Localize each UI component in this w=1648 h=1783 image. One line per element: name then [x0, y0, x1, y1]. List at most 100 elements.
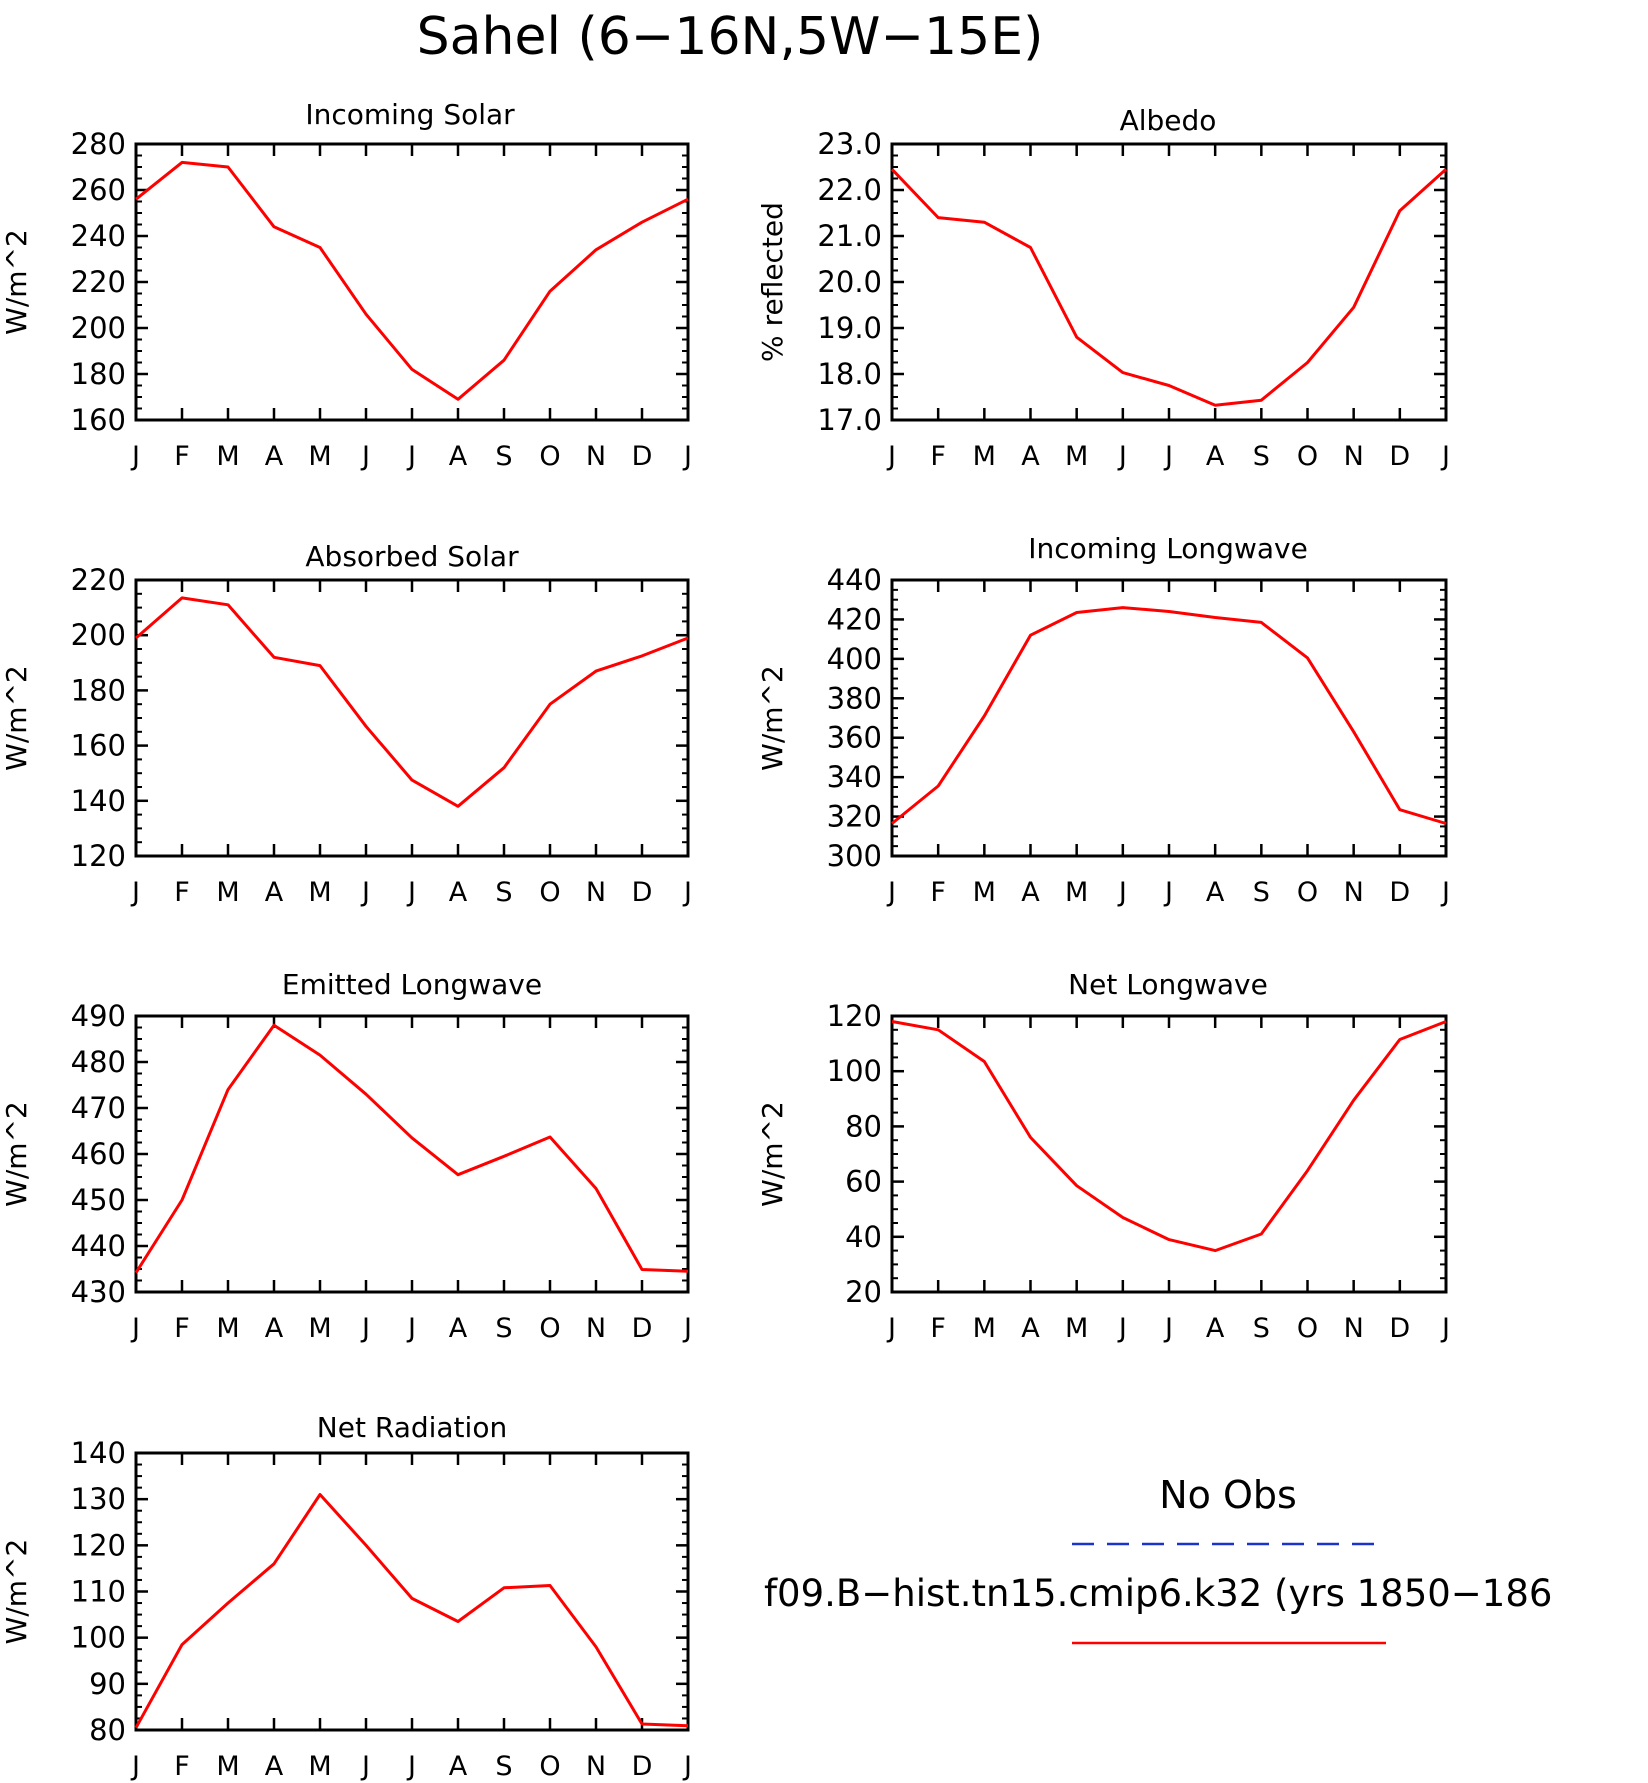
x-tick-label: F: [174, 1751, 190, 1782]
y-tick-label: 470: [71, 1091, 126, 1125]
x-tick-label: N: [586, 1751, 606, 1782]
y-tick-label: 450: [71, 1183, 126, 1217]
x-tick-label: M: [308, 1313, 331, 1344]
plot-frame: [134, 142, 690, 422]
y-axis-label: W/m^2: [0, 1539, 33, 1645]
series-line: [134, 1023, 689, 1274]
x-tick-label: J: [682, 441, 692, 472]
x-tick-label: M: [1065, 1313, 1088, 1344]
x-tick-label: J: [130, 441, 140, 472]
x-tick-label: M: [973, 877, 996, 908]
x-tick-label: A: [1021, 441, 1040, 472]
chart-title: Absorbed Solar: [305, 540, 519, 573]
x-tick-label: O: [1297, 877, 1318, 908]
y-tick-label: 480: [71, 1045, 126, 1079]
x-tick-label: J: [1117, 877, 1127, 908]
plot-frame: [134, 578, 690, 858]
y-tick-label: 100: [827, 1054, 882, 1088]
y-axis-label: W/m^2: [0, 1101, 33, 1207]
y-tick-label: 140: [71, 1436, 126, 1470]
y-tick-label: 360: [827, 721, 882, 755]
y-tick-label: 320: [827, 800, 882, 834]
x-tick-label: N: [586, 441, 606, 472]
x-tick-label: O: [539, 1751, 560, 1782]
x-tick-label: J: [360, 1751, 370, 1782]
x-tick-label: J: [886, 877, 896, 908]
y-tick-label: 20: [845, 1275, 882, 1309]
y-tick-label: 340: [827, 760, 882, 794]
x-tick-label: J: [360, 877, 370, 908]
x-tick-label: J: [130, 877, 140, 908]
y-tick-label: 200: [71, 618, 126, 652]
y-axis-label: W/m^2: [756, 1101, 789, 1207]
y-tick-label: 300: [827, 839, 882, 873]
x-tick-label: A: [449, 877, 468, 908]
x-tick-label: M: [216, 441, 239, 472]
x-tick-label: F: [930, 877, 946, 908]
x-tick-label: D: [632, 441, 653, 472]
x-tick-label: O: [539, 441, 560, 472]
x-tick-label: J: [1117, 441, 1127, 472]
y-tick-label: 90: [89, 1667, 126, 1701]
x-tick-label: O: [539, 1313, 560, 1344]
x-tick-label: J: [682, 877, 692, 908]
plot-frame: [890, 578, 1448, 858]
y-tick-label: 110: [71, 1575, 126, 1609]
x-tick-label: J: [406, 1751, 416, 1782]
chart-title: Net Longwave: [1068, 968, 1268, 1001]
x-tick-label: F: [930, 1313, 946, 1344]
x-tick-label: A: [265, 1751, 284, 1782]
y-tick-label: 19.0: [817, 311, 882, 345]
x-tick-label: S: [495, 877, 512, 908]
y-tick-label: 180: [71, 357, 126, 391]
x-tick-label: J: [130, 1751, 140, 1782]
y-axis-label: W/m^2: [756, 665, 789, 771]
legend-model-label: f09.B−hist.tn15.cmip6.k32 (yrs 1850−186: [764, 1572, 1552, 1615]
series-line: [890, 168, 1448, 407]
x-tick-label: A: [1206, 877, 1225, 908]
y-tick-label: 430: [71, 1275, 126, 1309]
x-tick-label: J: [886, 1313, 896, 1344]
plot-frame: [134, 1451, 690, 1732]
y-tick-label: 160: [71, 403, 126, 437]
y-tick-label: 200: [71, 311, 126, 345]
series-line: [134, 1493, 689, 1729]
x-tick-label: S: [1253, 1313, 1270, 1344]
x-tick-label: F: [930, 441, 946, 472]
x-tick-label: A: [449, 1313, 468, 1344]
y-tick-label: 100: [71, 1621, 126, 1655]
x-tick-label: S: [495, 441, 512, 472]
x-tick-label: J: [1440, 441, 1450, 472]
x-tick-label: M: [308, 1751, 331, 1782]
x-tick-label: N: [1344, 441, 1364, 472]
x-tick-label: A: [1206, 441, 1225, 472]
x-tick-label: F: [174, 877, 190, 908]
y-tick-label: 60: [845, 1165, 882, 1199]
y-tick-label: 21.0: [817, 219, 882, 253]
x-tick-label: A: [449, 441, 468, 472]
plot-frame: [890, 1014, 1448, 1294]
x-tick-label: M: [1065, 877, 1088, 908]
x-tick-label: J: [406, 1313, 416, 1344]
x-tick-label: A: [1206, 1313, 1225, 1344]
chart-title: Incoming Longwave: [1028, 532, 1308, 565]
y-tick-label: 260: [71, 173, 126, 207]
x-tick-label: J: [1117, 1313, 1127, 1344]
x-tick-label: M: [216, 877, 239, 908]
x-tick-label: A: [1021, 1313, 1040, 1344]
x-tick-label: J: [1440, 1313, 1450, 1344]
x-tick-label: J: [886, 441, 896, 472]
plot-frame: [134, 1014, 690, 1294]
x-tick-label: A: [1021, 877, 1040, 908]
y-tick-label: 40: [845, 1220, 882, 1254]
y-tick-label: 120: [71, 839, 126, 873]
x-tick-label: J: [682, 1751, 692, 1782]
y-tick-label: 420: [827, 602, 882, 636]
y-tick-label: 18.0: [817, 357, 882, 391]
x-tick-label: J: [406, 877, 416, 908]
y-tick-label: 220: [71, 563, 126, 597]
